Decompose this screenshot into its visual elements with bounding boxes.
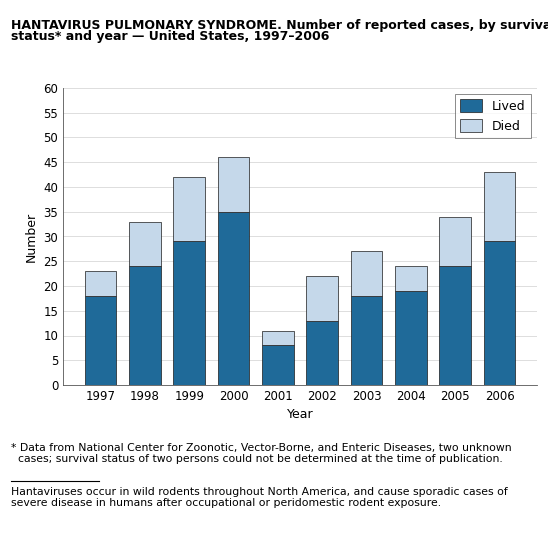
Bar: [173, 177, 205, 241]
Bar: [84, 296, 117, 385]
Legend: Lived, Died: Lived, Died: [455, 94, 531, 138]
Bar: [395, 291, 427, 385]
Text: HANTAVIRUS PULMONARY SYNDROME. Number of reported cases, by survival: HANTAVIRUS PULMONARY SYNDROME. Number of…: [11, 19, 548, 32]
Bar: [218, 157, 249, 212]
Bar: [306, 321, 338, 385]
Bar: [483, 241, 516, 385]
Y-axis label: Number: Number: [25, 211, 38, 262]
Bar: [129, 266, 161, 385]
Bar: [173, 241, 205, 385]
Bar: [129, 222, 161, 266]
Text: * Data from National Center for Zoonotic, Vector-Borne, and Enteric Diseases, tw: * Data from National Center for Zoonotic…: [11, 443, 512, 464]
Bar: [395, 266, 427, 291]
Bar: [439, 266, 471, 385]
Bar: [84, 271, 117, 296]
Bar: [483, 172, 516, 241]
Bar: [262, 345, 294, 385]
X-axis label: Year: Year: [287, 409, 313, 421]
Bar: [351, 296, 383, 385]
Bar: [439, 217, 471, 266]
Bar: [351, 251, 383, 296]
Bar: [218, 212, 249, 385]
Bar: [262, 331, 294, 345]
Bar: [306, 276, 338, 321]
Text: status* and year — United States, 1997–2006: status* and year — United States, 1997–2…: [11, 30, 329, 43]
Text: Hantaviruses occur in wild rodents throughout North America, and cause sporadic : Hantaviruses occur in wild rodents throu…: [11, 487, 507, 508]
